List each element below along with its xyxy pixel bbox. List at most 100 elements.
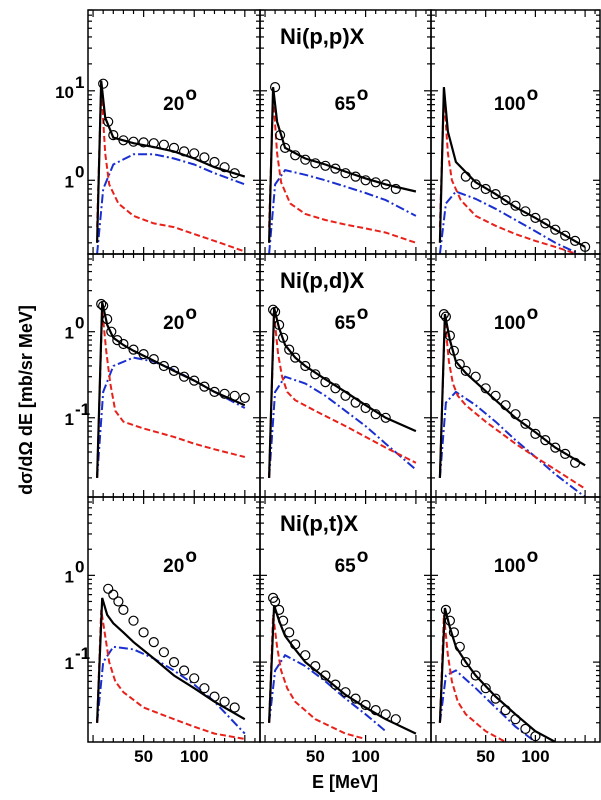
component2-line (268, 375, 417, 478)
component2-line (268, 168, 417, 254)
data-point (550, 442, 561, 453)
angle-label: 20 o (163, 546, 197, 577)
data-point (274, 319, 285, 330)
data-point (360, 402, 371, 414)
data-point (380, 709, 391, 720)
y-tick-label: 101 (55, 73, 84, 102)
data-point (189, 673, 200, 684)
data-point (569, 235, 581, 246)
y-tick-label: 1-1 (65, 400, 91, 429)
data-point (470, 670, 481, 681)
component1-line (96, 87, 246, 253)
angle-value: 20 (163, 94, 184, 115)
component1-line (96, 609, 245, 740)
angle-degree-mark: o (185, 84, 197, 105)
data-point (113, 596, 124, 607)
x-tick-label: 100 (351, 747, 379, 766)
data-point (148, 354, 159, 365)
panel-frame (87, 496, 261, 743)
component1-line (438, 319, 586, 490)
data-point (540, 218, 551, 229)
data-point (550, 224, 561, 235)
data-point (440, 311, 451, 322)
angle-label: 100 o (494, 303, 538, 334)
component1-line (268, 614, 366, 740)
data-point (290, 639, 301, 650)
panel-2-0: 20 o 50 100 (87, 496, 261, 766)
angle-value: 100 (494, 94, 526, 115)
panel-plot-area (438, 87, 591, 254)
panel-plot-area (96, 298, 250, 478)
data-point (290, 352, 301, 363)
data-point (278, 332, 289, 343)
data-point (370, 704, 381, 716)
data-point (380, 412, 391, 423)
angle-label: 20 o (163, 303, 197, 334)
data-point (118, 338, 129, 350)
data-point (340, 390, 351, 401)
angle-label: 20 o (163, 84, 197, 115)
y-tick-label: 1-1 (65, 644, 91, 673)
data-point (103, 116, 114, 127)
angle-label: 100 o (494, 546, 538, 577)
data-point (284, 627, 295, 638)
angle-degree-mark: o (185, 546, 197, 567)
data-point (270, 596, 281, 607)
angle-degree-mark: o (185, 303, 197, 324)
angle-value: 65 (335, 94, 357, 115)
data-point (103, 583, 114, 594)
data-point (229, 168, 240, 179)
panel-frame (87, 9, 261, 255)
data-point (179, 371, 190, 382)
data-point (270, 81, 281, 93)
data-point (530, 428, 541, 439)
data-point (350, 693, 361, 704)
data-point (490, 390, 501, 401)
data-point (380, 179, 391, 190)
data-point (108, 589, 119, 600)
data-point (444, 615, 455, 626)
data-point (98, 78, 109, 89)
y-tick-label: 10 (65, 314, 85, 343)
panel-plot-area (96, 78, 246, 254)
data-point (209, 386, 220, 397)
data-point (330, 163, 341, 174)
reaction-label: Ni(p,p)X (280, 24, 365, 49)
data-point (102, 314, 113, 325)
data-point (448, 627, 459, 638)
data-point (480, 183, 491, 195)
panel-1-1: 65 o Ni(p,d)X (259, 253, 432, 498)
total-line (268, 86, 417, 243)
data-point (438, 309, 449, 320)
angle-value: 20 (163, 556, 184, 577)
x-tick-label: 100 (521, 747, 549, 766)
data-point (510, 200, 521, 211)
data-point (189, 375, 200, 386)
data-point (510, 409, 521, 420)
y-tick-base: 1 (65, 172, 74, 191)
panel-2-2: 100 o50 100 (430, 496, 601, 766)
y-tick-exponent: -1 (75, 400, 90, 419)
data-point (219, 162, 230, 173)
data-point (300, 360, 311, 372)
data-point (219, 388, 230, 399)
data-point (390, 714, 401, 725)
data-point (390, 183, 401, 195)
panel-plot-area (268, 304, 417, 478)
total-line (96, 80, 246, 243)
data-point (560, 448, 571, 459)
total-line (268, 307, 417, 478)
angle-label: 65 o (335, 303, 369, 334)
y-tick-exponent: -1 (75, 644, 90, 663)
data-point (268, 304, 279, 315)
data-point (444, 330, 455, 341)
angle-label: 65 o (335, 84, 369, 115)
data-point (480, 683, 491, 694)
data-point (189, 148, 200, 159)
component1-line (268, 314, 417, 478)
data-point (340, 687, 351, 698)
data-point (148, 138, 159, 149)
data-point (199, 683, 210, 694)
data-point (290, 150, 301, 161)
